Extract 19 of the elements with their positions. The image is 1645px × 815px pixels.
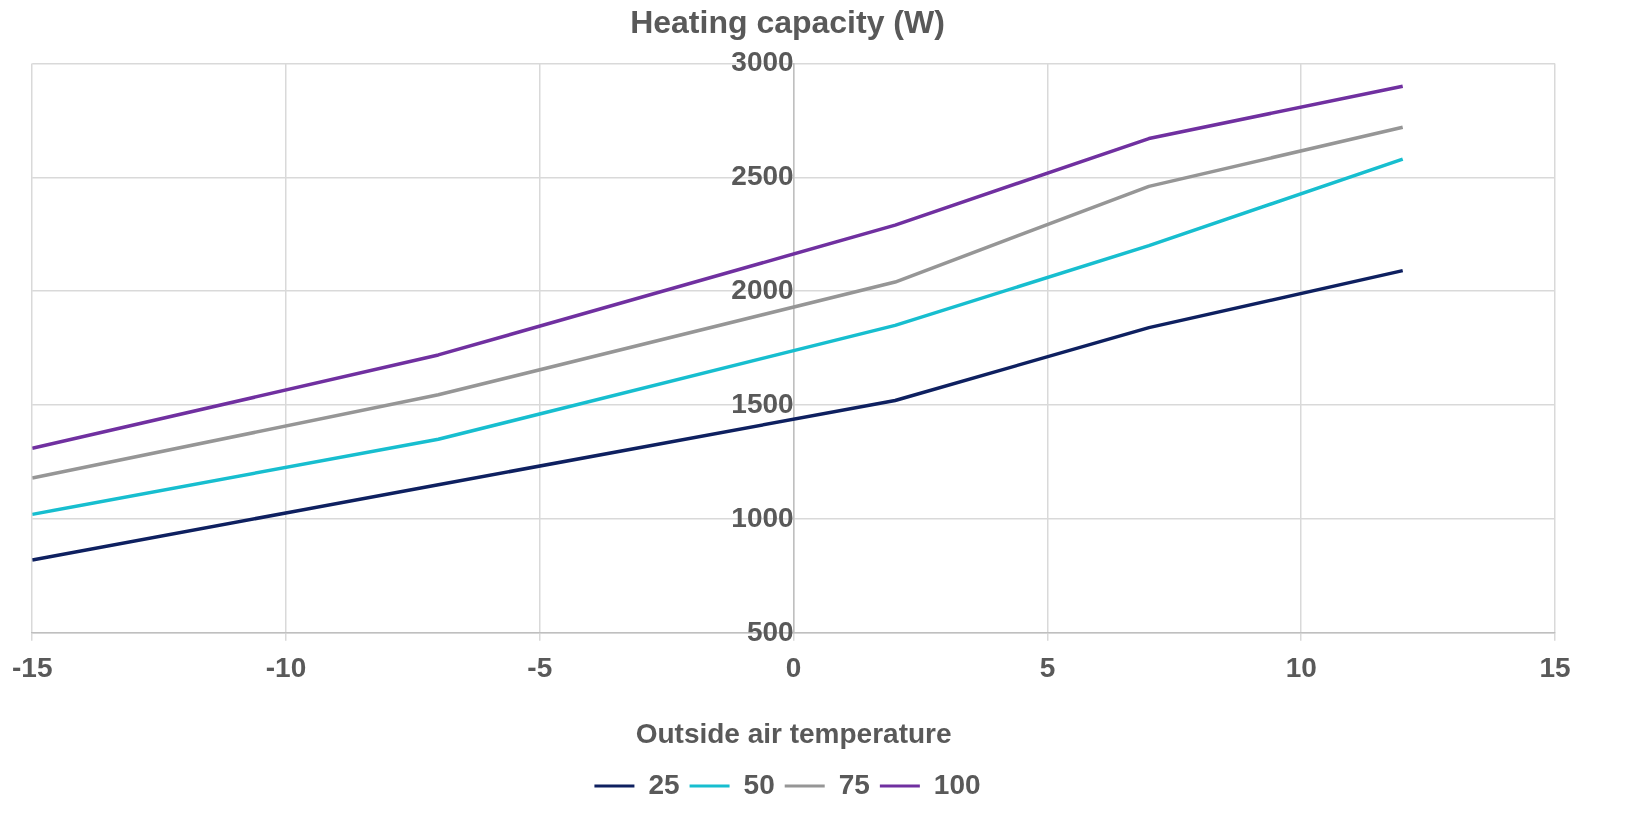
y-tick-label: 1000	[731, 501, 794, 533]
y-tick-label: 2500	[731, 160, 794, 191]
y-tick-label: 500	[746, 615, 794, 647]
chart-title: Heating capacity (W)	[630, 4, 945, 41]
x-tick-label: 0	[785, 652, 802, 684]
x-tick-label: -5	[527, 652, 553, 684]
x-tick-label: -10	[265, 652, 307, 684]
x-tick-label: 15	[1539, 652, 1571, 684]
x-axis-title: Outside air temperature	[635, 717, 952, 749]
y-tick-label: 1500	[731, 387, 794, 419]
legend-label: 50	[743, 768, 775, 800]
legend-label: 100	[933, 768, 981, 800]
x-tick-label: 5	[1039, 652, 1056, 684]
legend-label: 75	[838, 768, 870, 800]
x-tick-label: -15	[12, 652, 53, 684]
x-tick-label: 10	[1285, 652, 1317, 684]
y-tick-label: 2000	[731, 273, 794, 305]
y-tick-label: 3000	[731, 46, 794, 78]
legend-label: 25	[648, 768, 680, 800]
